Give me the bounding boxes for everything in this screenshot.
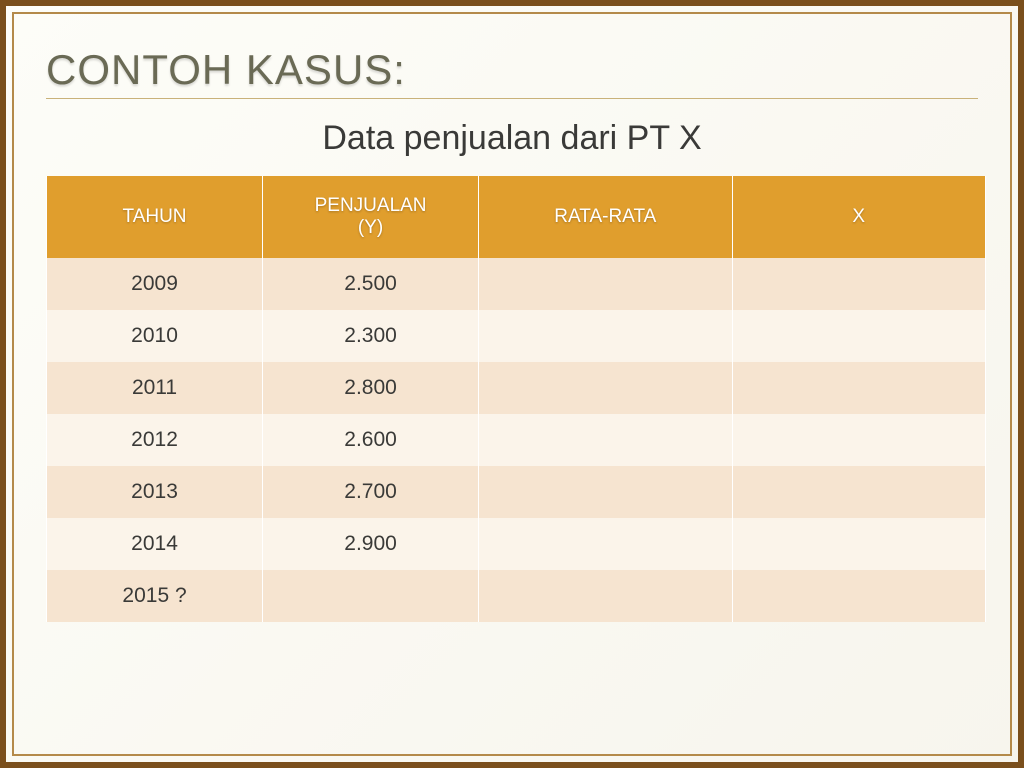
cell-sales bbox=[263, 570, 478, 622]
cell-avg bbox=[479, 570, 731, 622]
heading-rule bbox=[46, 98, 978, 99]
cell-year: 2009 bbox=[47, 258, 262, 310]
cell-x bbox=[733, 362, 985, 414]
slide-frame: Contoh Kasus: Data penjualan dari PT X T… bbox=[0, 0, 1024, 768]
column-header-avg: RATA-RATA bbox=[479, 176, 731, 258]
cell-x bbox=[733, 466, 985, 518]
cell-year: 2012 bbox=[47, 414, 262, 466]
cell-sales: 2.600 bbox=[263, 414, 478, 466]
cell-year: 2011 bbox=[47, 362, 262, 414]
column-header-sales: PENJUALAN(Y) bbox=[263, 176, 478, 258]
cell-avg bbox=[479, 310, 731, 362]
cell-avg bbox=[479, 414, 731, 466]
slide-heading: Contoh Kasus: bbox=[46, 46, 978, 94]
table-row: 20112.800 bbox=[47, 362, 985, 414]
cell-sales: 2.900 bbox=[263, 518, 478, 570]
cell-sales: 2.500 bbox=[263, 258, 478, 310]
table-row: 20122.600 bbox=[47, 414, 985, 466]
table-row: 20092.500 bbox=[47, 258, 985, 310]
cell-x bbox=[733, 414, 985, 466]
slide-subtitle: Data penjualan dari PT X bbox=[46, 119, 978, 158]
cell-avg bbox=[479, 362, 731, 414]
table-header: TAHUNPENJUALAN(Y)RATA-RATAX bbox=[47, 176, 985, 258]
column-header-year: TAHUN bbox=[47, 176, 262, 258]
cell-year: 2013 bbox=[47, 466, 262, 518]
table-row: 2015 ? bbox=[47, 570, 985, 622]
cell-avg bbox=[479, 258, 731, 310]
cell-x bbox=[733, 310, 985, 362]
cell-avg bbox=[479, 466, 731, 518]
sales-table: TAHUNPENJUALAN(Y)RATA-RATAX 20092.500201… bbox=[46, 176, 986, 622]
table-row: 20102.300 bbox=[47, 310, 985, 362]
cell-sales: 2.800 bbox=[263, 362, 478, 414]
table-body: 20092.50020102.30020112.80020122.6002013… bbox=[47, 258, 985, 622]
cell-sales: 2.700 bbox=[263, 466, 478, 518]
cell-x bbox=[733, 518, 985, 570]
cell-year: 2014 bbox=[47, 518, 262, 570]
cell-x bbox=[733, 258, 985, 310]
table-row: 20142.900 bbox=[47, 518, 985, 570]
cell-avg bbox=[479, 518, 731, 570]
cell-sales: 2.300 bbox=[263, 310, 478, 362]
table-row: 20132.700 bbox=[47, 466, 985, 518]
cell-year: 2015 ? bbox=[47, 570, 262, 622]
column-header-x: X bbox=[733, 176, 985, 258]
cell-x bbox=[733, 570, 985, 622]
cell-year: 2010 bbox=[47, 310, 262, 362]
